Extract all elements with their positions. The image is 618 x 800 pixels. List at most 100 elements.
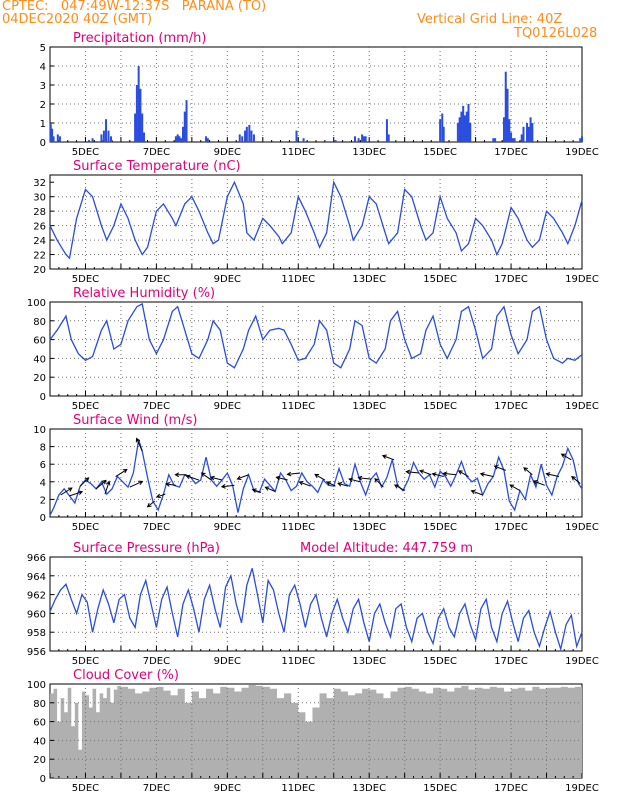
wind-arrow xyxy=(393,484,405,492)
pres-annotation: Model Altitude: 447.759 m xyxy=(300,541,473,556)
precip-title: Precipitation (mm/h) xyxy=(73,31,206,46)
temp-xtick-label: 19DEC xyxy=(565,274,599,285)
precip-bar xyxy=(206,138,209,142)
precip-bar xyxy=(531,123,534,142)
precip-bar xyxy=(526,123,529,142)
precip-bar xyxy=(302,138,305,142)
wind-arrow xyxy=(493,465,506,471)
wind-arrow xyxy=(251,488,262,493)
wind-xtick-label: 17DEC xyxy=(494,522,528,533)
precip-frame xyxy=(49,46,583,143)
precip-bar xyxy=(52,136,55,142)
temp-xtick-label: 7DEC xyxy=(143,274,170,285)
header-station: CPTEC: 047:49W-12:37S PARANA (TO) xyxy=(2,0,267,14)
precip-bar xyxy=(174,136,177,142)
pres-xtick-label: 5DEC xyxy=(72,656,99,667)
wind-arrow xyxy=(174,472,187,478)
precip-bar xyxy=(492,138,495,142)
precip-bar xyxy=(51,128,54,142)
precip-xtick-label: 15DEC xyxy=(423,147,457,158)
precip-bar xyxy=(141,113,144,142)
wind-arrow xyxy=(209,475,223,481)
precip-bar xyxy=(295,130,298,142)
precip-bar xyxy=(105,119,108,142)
precip-xtick-label: 19DEC xyxy=(565,147,599,158)
precip-bar xyxy=(504,71,507,142)
wind-arrow xyxy=(442,471,457,477)
wind-arrow xyxy=(314,473,326,481)
precip-bar xyxy=(527,126,530,142)
wind-ytick-label: 10 xyxy=(33,425,46,436)
pres-panel: 956 958 960 962 964 966 5DEC 7DEC 9DEC 11DEC 13DEC… xyxy=(27,541,599,667)
pres-line xyxy=(49,568,583,652)
wind-xtick-label: 19DEC xyxy=(565,522,599,533)
precip-ytick-label: 3 xyxy=(40,81,46,92)
precip-bar xyxy=(522,126,525,142)
header-datetime: 04DEC2020 40Z (GMT) xyxy=(2,12,153,27)
cloud-ytick-label: 80 xyxy=(33,699,46,710)
rh-ytick-label: 100 xyxy=(27,298,46,309)
rh-line xyxy=(49,302,583,369)
wind-title: Surface Wind (m/s) xyxy=(73,413,197,428)
pres-xtick-label: 19DEC xyxy=(565,656,599,667)
wind-arrow xyxy=(348,477,361,483)
precip-bar xyxy=(357,138,360,142)
cloud-ytick-label: 60 xyxy=(33,718,46,729)
precip-bar xyxy=(244,130,247,142)
wind-arrow xyxy=(326,481,336,487)
precip-bar xyxy=(58,136,61,142)
precip-bar xyxy=(511,138,514,142)
precip-bar xyxy=(183,111,186,142)
precip-bar xyxy=(439,119,442,142)
rh-xtick-label: 7DEC xyxy=(143,401,170,412)
precip-xtick-label: 7DEC xyxy=(143,147,170,158)
wind-arrow xyxy=(532,480,545,486)
cloud-xtick-label: 7DEC xyxy=(143,783,170,794)
precip-bar xyxy=(178,136,181,142)
pres-xtick-label: 11DEC xyxy=(281,656,315,667)
wind-xtick-label: 5DEC xyxy=(72,522,99,533)
wind-xtick-label: 15DEC xyxy=(423,522,457,533)
precip-bar xyxy=(458,117,461,142)
precip-bar xyxy=(467,104,470,142)
precip-xtick-label: 11DEC xyxy=(281,147,315,158)
cloud-ytick-label: 100 xyxy=(27,680,46,691)
rh-xtick-label: 13DEC xyxy=(352,401,386,412)
precip-bar xyxy=(334,140,337,142)
rh-ytick-label: 20 xyxy=(33,373,46,384)
wind-ytick-label: 2 xyxy=(40,495,46,506)
wind-arrow xyxy=(115,468,128,477)
wind-arrow xyxy=(165,482,176,487)
wind-arrow xyxy=(381,454,395,461)
precip-bar xyxy=(252,134,255,142)
cloud-area xyxy=(50,684,582,778)
precip-bar xyxy=(134,113,137,142)
precip-ytick-label: 0 xyxy=(40,138,46,149)
precip-panel: 0 1 2 3 4 5 5DEC 7DEC 9DEC 11DEC 13DEC 15DEC 17DEC 19… xyxy=(40,31,599,158)
rh-xtick-label: 5DEC xyxy=(72,401,99,412)
precip-bar xyxy=(508,119,511,142)
precip-xtick-label: 17DEC xyxy=(494,147,528,158)
wind-arrow xyxy=(95,479,107,490)
wind-arrow xyxy=(479,472,494,478)
precip-bar xyxy=(362,136,365,142)
wind-arrow xyxy=(457,470,469,477)
precip-xtick-label: 9DEC xyxy=(214,147,241,158)
wind-arrow xyxy=(571,475,581,484)
wind-xtick-label: 7DEC xyxy=(143,522,170,533)
precip-bar xyxy=(241,136,244,142)
precip-bar xyxy=(205,136,208,142)
precip-bar xyxy=(102,130,105,142)
precip-bar xyxy=(56,134,59,142)
pres-xtick-label: 7DEC xyxy=(143,656,170,667)
precip-bar xyxy=(520,134,523,142)
temp-title: Surface Temperature (nC) xyxy=(73,159,241,174)
wind-arrow xyxy=(155,493,166,499)
pres-xtick-label: 9DEC xyxy=(214,656,241,667)
precip-bar xyxy=(110,136,113,142)
wind-arrow xyxy=(431,472,444,478)
precip-ytick-label: 4 xyxy=(40,62,46,73)
wind-arrow xyxy=(79,477,90,487)
temp-ytick-label: 22 xyxy=(33,251,46,262)
pres-ytick-label: 964 xyxy=(27,572,46,583)
